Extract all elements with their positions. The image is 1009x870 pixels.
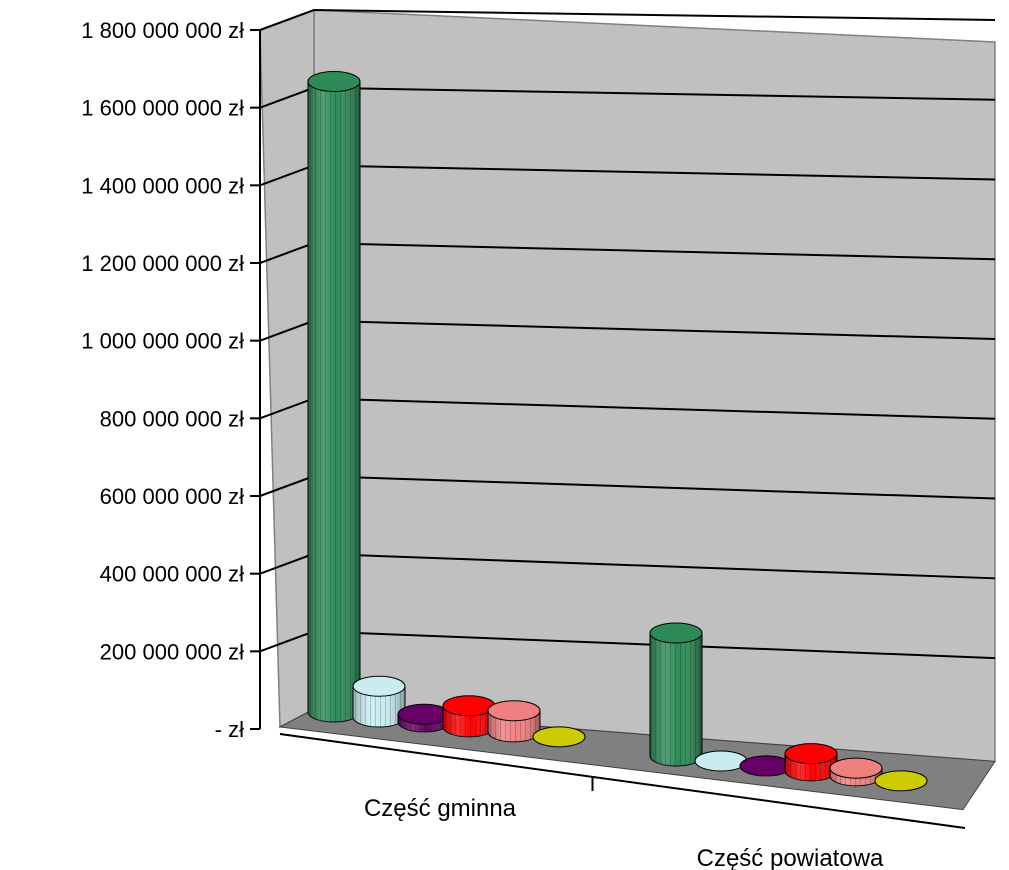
y-tick-label: 1 400 000 000 zł xyxy=(81,173,244,198)
bar xyxy=(739,755,793,777)
value-axis: - zł 200 000 000 zł 400 000 000 zł 600 000 … xyxy=(81,18,261,742)
category-label: Część powiatowa xyxy=(697,845,884,870)
bar-texture xyxy=(353,686,405,727)
bars xyxy=(307,71,928,792)
bar-top xyxy=(307,71,361,93)
bar xyxy=(649,622,703,767)
bar xyxy=(397,703,451,733)
y-tick-label: 600 000 000 zł xyxy=(100,484,244,509)
bar-texture xyxy=(650,632,702,766)
bar-top xyxy=(829,757,883,779)
side-wall xyxy=(259,8,315,729)
y-tick-label: 1 200 000 000 zł xyxy=(81,251,244,276)
y-tick-label: 1 800 000 000 zł xyxy=(81,18,244,43)
bar xyxy=(532,726,586,748)
category-axis-line xyxy=(279,733,966,829)
bar-top xyxy=(532,726,586,748)
category-label: Część gminna xyxy=(364,795,517,822)
gridline xyxy=(259,8,996,31)
bar-top xyxy=(442,695,496,717)
category-axis: Część gminna Część powiatowa xyxy=(279,733,966,870)
bar-top xyxy=(487,700,541,722)
bar xyxy=(352,675,406,728)
bar xyxy=(874,770,928,792)
y-tick-label: 800 000 000 zł xyxy=(100,406,244,431)
bar xyxy=(784,743,838,782)
y-tick-label: 1 000 000 000 zł xyxy=(81,329,244,354)
bar-top xyxy=(874,770,928,792)
bar-texture xyxy=(308,81,360,722)
bar-top xyxy=(694,750,748,772)
bar xyxy=(487,700,541,743)
y-tick-label: 200 000 000 zł xyxy=(100,639,244,664)
bar-top xyxy=(739,755,793,777)
bar xyxy=(442,695,496,738)
bar xyxy=(829,757,883,787)
bar-top xyxy=(784,743,838,765)
bar xyxy=(307,71,361,723)
bar-top xyxy=(649,622,703,644)
y-tick-label: 400 000 000 zł xyxy=(100,562,244,587)
bar-top xyxy=(352,675,406,697)
bar xyxy=(694,750,748,772)
bar-top xyxy=(397,703,451,725)
y-tick-label: - zł xyxy=(215,717,244,742)
y-tick-label: 1 600 000 000 zł xyxy=(81,96,244,121)
